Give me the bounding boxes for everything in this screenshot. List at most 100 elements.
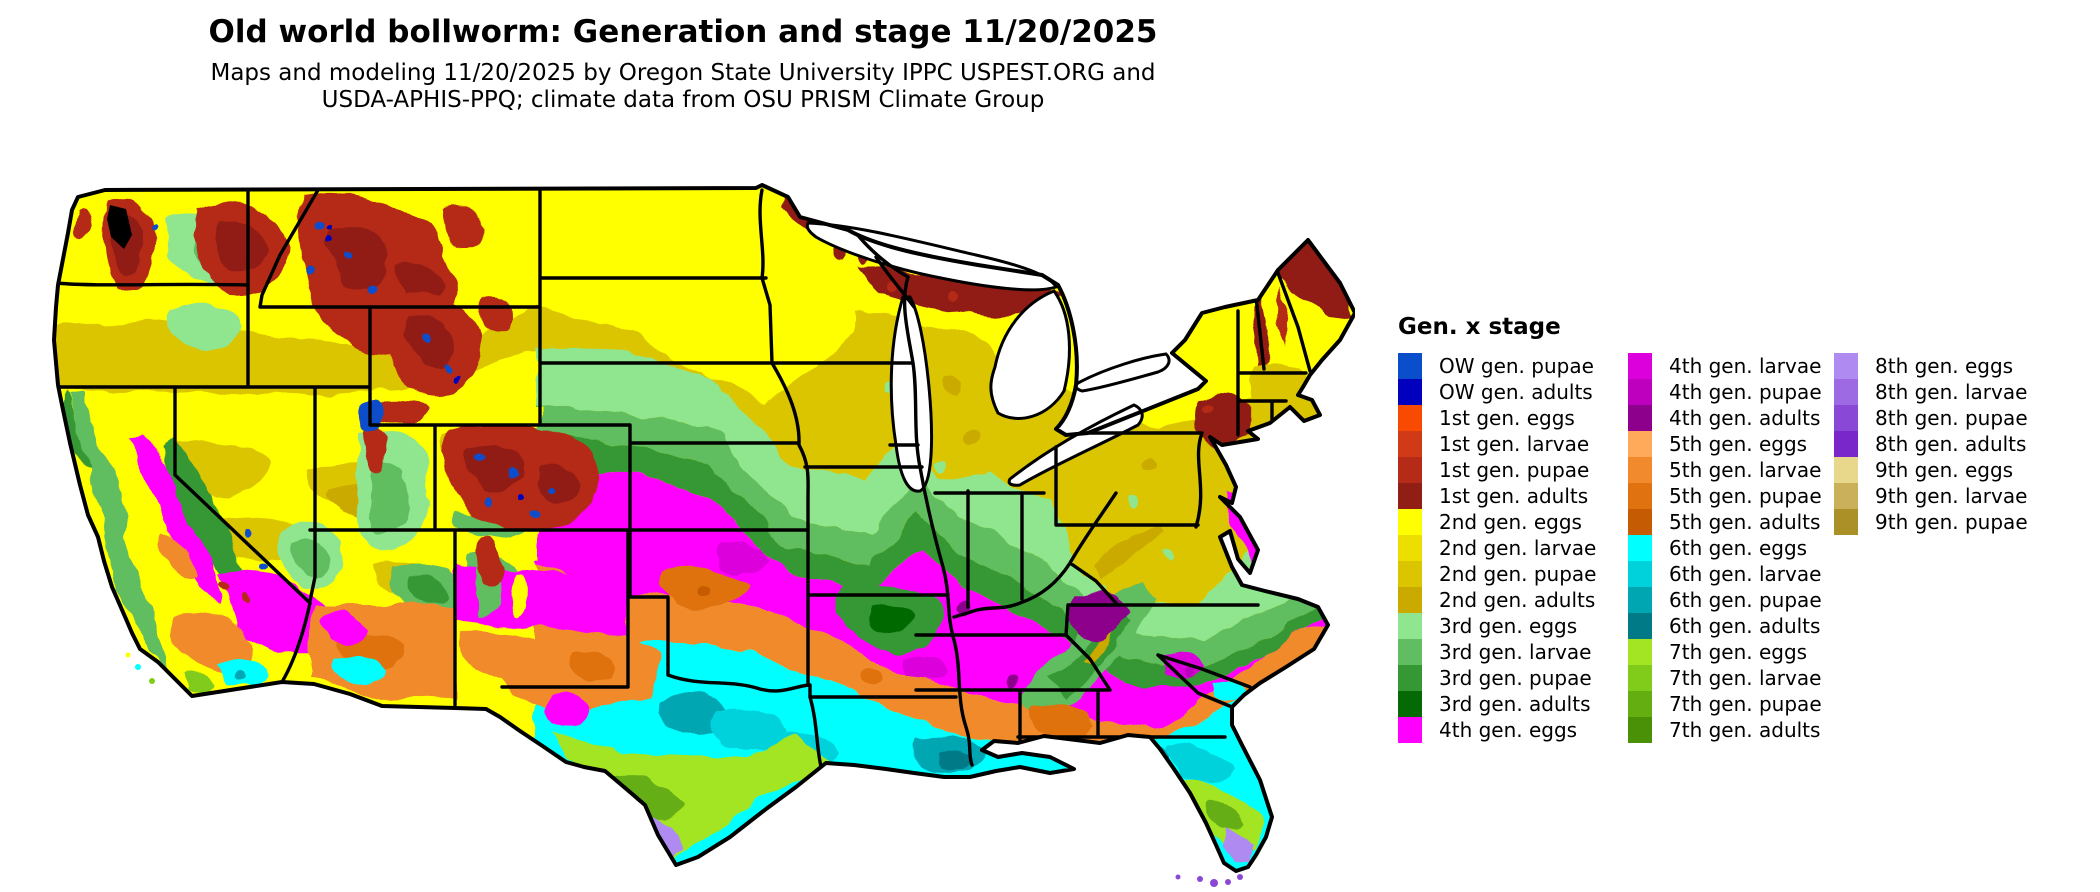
legend-item: 2nd gen. larvae xyxy=(1398,535,1628,561)
legend-item: 2nd gen. adults xyxy=(1398,587,1628,613)
legend-swatch xyxy=(1834,379,1858,405)
legend-column-2: 4th gen. larvae 4th gen. pupae 4th gen. ad… xyxy=(1628,353,1834,743)
legend-item: 3rd gen. adults xyxy=(1398,691,1628,717)
legend-item: 2nd gen. pupae xyxy=(1398,561,1628,587)
legend-swatch xyxy=(1834,353,1858,379)
legend-item: 5th gen. pupae xyxy=(1628,483,1834,509)
legend-swatch xyxy=(1398,639,1422,665)
legend-swatch xyxy=(1628,613,1652,639)
legend-item-label: 4th gen. pupae xyxy=(1669,380,1822,404)
legend-swatch xyxy=(1628,639,1652,665)
legend-item-label: 2nd gen. pupae xyxy=(1439,562,1597,586)
legend-column-1: OW gen. pupae OW gen. adults 1st gen. eggs… xyxy=(1398,353,1628,743)
legend-item: 6th gen. eggs xyxy=(1628,535,1834,561)
legend-item: 4th gen. eggs xyxy=(1398,717,1628,743)
legend-item-label: 6th gen. pupae xyxy=(1669,588,1822,612)
legend-item: 3rd gen. larvae xyxy=(1398,639,1628,665)
legend-item-label: 1st gen. pupae xyxy=(1439,458,1590,482)
legend-swatch xyxy=(1628,353,1652,379)
legend-item-label: 7th gen. larvae xyxy=(1669,666,1822,690)
legend-item: 8th gen. eggs xyxy=(1834,353,2074,379)
legend-item: 1st gen. pupae xyxy=(1398,457,1628,483)
legend-item-label: 3rd gen. eggs xyxy=(1439,614,1578,638)
puget-sound xyxy=(107,205,132,249)
legend-item-label: 6th gen. adults xyxy=(1669,614,1821,638)
legend-item-label: 2nd gen. adults xyxy=(1439,588,1596,612)
legend-item-label: 8th gen. pupae xyxy=(1875,406,2028,430)
subtitle-line-2: USDA-APHIS-PPQ; climate data from OSU PR… xyxy=(321,87,1045,113)
legend-swatch xyxy=(1628,509,1652,535)
legend-item-label: 5th gen. larvae xyxy=(1669,458,1822,482)
us-outline xyxy=(52,183,1357,873)
legend-swatch xyxy=(1398,457,1422,483)
channel-islands xyxy=(125,652,155,684)
legend-swatch xyxy=(1398,717,1422,743)
legend: Gen. x stage OW gen. pupae OW gen. adults… xyxy=(1398,314,2074,743)
legend-item: 2nd gen. eggs xyxy=(1398,509,1628,535)
legend-item-label: 2nd gen. eggs xyxy=(1439,510,1582,534)
subtitle-line-1: Maps and modeling 11/20/2025 by Oregon S… xyxy=(210,60,1156,86)
legend-item: OW gen. pupae xyxy=(1398,353,1628,379)
legend-swatch xyxy=(1628,587,1652,613)
legend-item: 8th gen. adults xyxy=(1834,431,2074,457)
legend-item-label: 9th gen. larvae xyxy=(1875,484,2028,508)
legend-item: 3rd gen. pupae xyxy=(1398,665,1628,691)
legend-swatch xyxy=(1834,405,1858,431)
legend-swatch xyxy=(1398,353,1422,379)
legend-item-label: 8th gen. eggs xyxy=(1875,354,2014,378)
legend-swatch xyxy=(1398,587,1422,613)
us-map-svg xyxy=(52,183,1357,887)
legend-item-label: 5th gen. eggs xyxy=(1669,432,1808,456)
legend-item-label: 4th gen. adults xyxy=(1669,406,1821,430)
legend-swatch xyxy=(1834,457,1858,483)
legend-item-label: 7th gen. adults xyxy=(1669,718,1821,742)
legend-column-3: 8th gen. eggs 8th gen. larvae 8th gen. pup… xyxy=(1834,353,2074,535)
legend-item-label: 8th gen. larvae xyxy=(1875,380,2028,404)
legend-item-label: 4th gen. eggs xyxy=(1439,718,1578,742)
legend-item: 9th gen. larvae xyxy=(1834,483,2074,509)
legend-item: 6th gen. adults xyxy=(1628,613,1834,639)
legend-item: 4th gen. larvae xyxy=(1628,353,1834,379)
legend-swatch xyxy=(1398,561,1422,587)
legend-swatch xyxy=(1398,405,1422,431)
legend-item-label: 2nd gen. larvae xyxy=(1439,536,1597,560)
state-borders xyxy=(54,188,1312,773)
legend-item-label: 1st gen. adults xyxy=(1439,484,1589,508)
legend-item-label: 3rd gen. pupae xyxy=(1439,666,1592,690)
legend-item: 7th gen. adults xyxy=(1628,717,1834,743)
legend-item: 4th gen. pupae xyxy=(1628,379,1834,405)
legend-swatch xyxy=(1398,691,1422,717)
legend-item-label: 7th gen. eggs xyxy=(1669,640,1808,664)
legend-item-label: 3rd gen. larvae xyxy=(1439,640,1592,664)
legend-item-label: 1st gen. larvae xyxy=(1439,432,1590,456)
legend-item: 6th gen. larvae xyxy=(1628,561,1834,587)
legend-item: 5th gen. adults xyxy=(1628,509,1834,535)
legend-swatch xyxy=(1628,535,1652,561)
legend-swatch xyxy=(1398,483,1422,509)
legend-item: 5th gen. larvae xyxy=(1628,457,1834,483)
legend-item: OW gen. adults xyxy=(1398,379,1628,405)
legend-item-label: 4th gen. larvae xyxy=(1669,354,1822,378)
legend-swatch xyxy=(1628,691,1652,717)
legend-columns: OW gen. pupae OW gen. adults 1st gen. eggs… xyxy=(1398,353,2074,743)
legend-item-label: 9th gen. eggs xyxy=(1875,458,2014,482)
legend-swatch xyxy=(1628,561,1652,587)
legend-item: 7th gen. larvae xyxy=(1628,665,1834,691)
page-title: Old world bollworm: Generation and stage… xyxy=(208,14,1158,50)
legend-swatch xyxy=(1628,431,1652,457)
subtitle: Maps and modeling 11/20/2025 by Oregon S… xyxy=(0,60,1366,114)
legend-swatch xyxy=(1834,431,1858,457)
legend-item-label: 8th gen. adults xyxy=(1875,432,2027,456)
legend-item: 5th gen. eggs xyxy=(1628,431,1834,457)
legend-item-label: 5th gen. adults xyxy=(1669,510,1821,534)
legend-item-label: 3rd gen. adults xyxy=(1439,692,1591,716)
legend-item: 8th gen. larvae xyxy=(1834,379,2074,405)
legend-item: 8th gen. pupae xyxy=(1834,405,2074,431)
legend-swatch xyxy=(1628,665,1652,691)
legend-item: 9th gen. pupae xyxy=(1834,509,2074,535)
legend-item-label: 7th gen. pupae xyxy=(1669,692,1822,716)
florida-keys xyxy=(1175,874,1243,887)
legend-item: 9th gen. eggs xyxy=(1834,457,2074,483)
legend-item-label: 6th gen. eggs xyxy=(1669,536,1808,560)
